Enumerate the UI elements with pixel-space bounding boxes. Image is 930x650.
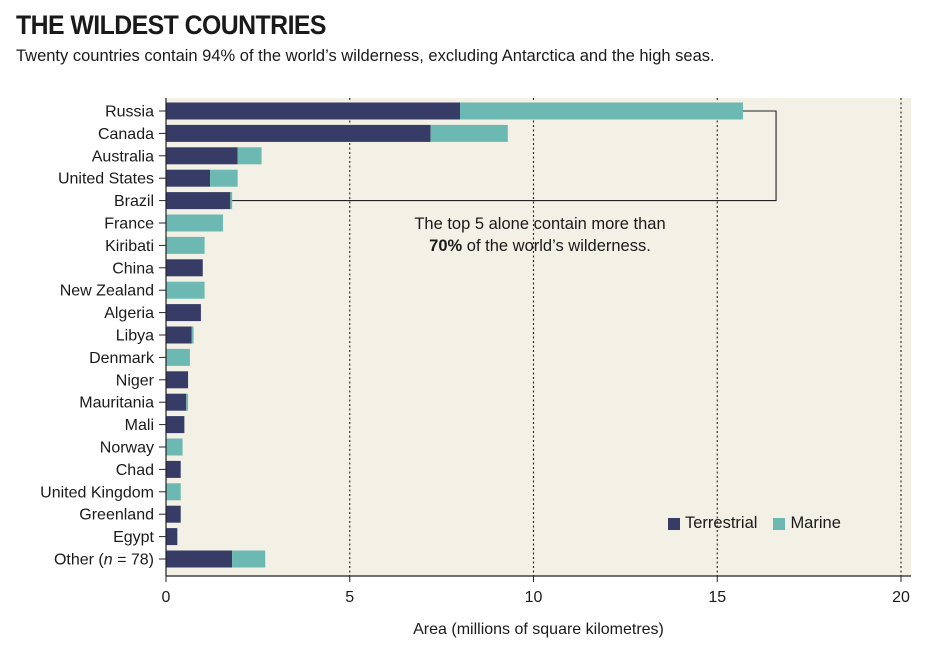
bar-marine-libya: [191, 326, 194, 344]
legend-swatch-marine: [773, 517, 786, 530]
bar-marine-norway: [166, 438, 183, 456]
category-label-australia: Australia: [92, 148, 154, 165]
annotation-line-1: The top 5 alone contain more than: [414, 215, 666, 233]
legend-swatch-terrestrial: [668, 517, 680, 530]
category-label-united-kingdom: United Kingdom: [40, 484, 154, 501]
category-label-new-zealand: New Zealand: [60, 283, 154, 300]
legend-label-terrestrial: Terrestrial: [685, 514, 758, 532]
bar-terrestrial-niger: [166, 371, 189, 389]
category-label-france: France: [104, 216, 154, 233]
category-label-brazil: Brazil: [114, 193, 154, 210]
bar-marine-australia: [237, 147, 262, 165]
bar-terrestrial-other-n-78: [166, 550, 233, 568]
category-label-united-states: United States: [58, 171, 154, 188]
chart-title: THE WILDEST COUNTRIES: [16, 10, 327, 40]
bar-terrestrial-mauritania: [166, 393, 187, 411]
category-label-algeria: Algeria: [104, 305, 154, 322]
bar-marine-other-n-78: [232, 550, 266, 568]
bar-terrestrial-brazil: [166, 192, 231, 210]
legend-item-terrestrial: Terrestrial: [668, 514, 757, 533]
category-label-libya: Libya: [116, 328, 154, 345]
bar-terrestrial-algeria: [166, 304, 201, 322]
category-label-mauritania: Mauritania: [79, 395, 154, 412]
bar-terrestrial-canada: [166, 124, 431, 142]
bar-terrestrial-china: [166, 259, 203, 277]
legend: Terrestrial Marine: [668, 514, 857, 533]
category-label-kiribati: Kiribati: [105, 238, 154, 255]
annotation-line-2-rest: of the world’s wilderness.: [462, 237, 651, 255]
bar-terrestrial-greenland: [166, 505, 181, 523]
category-label-mali: Mali: [125, 417, 154, 434]
bar-marine-united-states: [210, 169, 238, 187]
bar-marine-mauritania: [186, 393, 189, 411]
category-label-china: China: [112, 260, 154, 277]
category-label-russia: Russia: [105, 104, 154, 121]
category-label-niger: Niger: [116, 372, 155, 389]
x-tick-label-15: 15: [708, 589, 726, 606]
bar-marine-canada: [430, 124, 508, 142]
bar-terrestrial-egypt: [166, 528, 178, 546]
x-tick-label-5: 5: [345, 589, 354, 606]
chart-subtitle: Twenty countries contain 94% of the worl…: [16, 47, 715, 65]
bar-marine-brazil: [230, 192, 233, 210]
bar-marine-denmark: [166, 348, 190, 366]
legend-label-marine: Marine: [790, 514, 841, 532]
plot-background: [166, 98, 911, 576]
top5-bracket: [232, 110, 777, 202]
category-label-egypt: Egypt: [113, 529, 154, 546]
category-label-denmark: Denmark: [89, 350, 155, 367]
bar-marine-egypt: [177, 528, 178, 546]
category-label-chad: Chad: [116, 462, 154, 479]
category-label-norway: Norway: [100, 440, 154, 457]
x-tick-label-0: 0: [162, 589, 171, 606]
bar-terrestrial-chad: [166, 460, 181, 478]
top5-annotation: The top 5 alone contain more than 70% of…: [340, 213, 740, 257]
category-label-greenland: Greenland: [79, 507, 154, 524]
bar-marine-new-zealand: [166, 281, 205, 299]
bar-marine-kiribati: [166, 236, 205, 254]
x-tick-label-20: 20: [892, 589, 910, 606]
legend-item-marine: Marine: [773, 514, 841, 533]
bar-terrestrial-libya: [166, 326, 192, 344]
category-label-other-n-78: Other (n = 78): [54, 552, 154, 569]
bar-terrestrial-russia: [166, 102, 460, 120]
x-axis-title: Area (millions of square kilometres): [413, 621, 664, 638]
x-tick-label-10: 10: [525, 589, 543, 606]
annotation-line-2: 70% of the world’s wilderness.: [340, 235, 740, 257]
bar-terrestrial-mali: [166, 416, 185, 434]
annotation-bold-percent: 70%: [429, 237, 463, 255]
bar-marine-united-kingdom: [166, 483, 181, 501]
bar-marine-russia: [460, 102, 743, 120]
bar-marine-france: [166, 214, 223, 232]
category-label-canada: Canada: [98, 126, 154, 143]
bar-terrestrial-australia: [166, 147, 238, 165]
bar-terrestrial-united-states: [166, 169, 211, 187]
